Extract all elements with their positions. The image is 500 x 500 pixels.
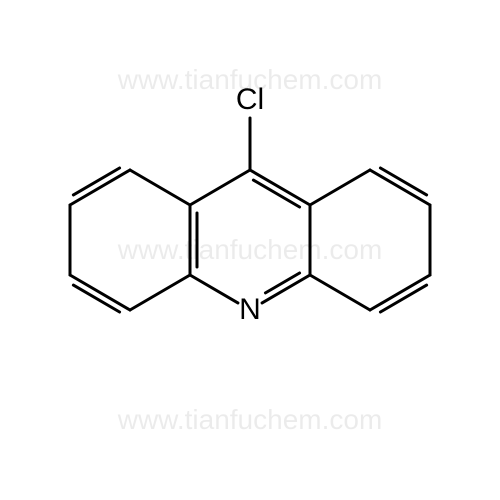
structure-canvas: ClNwww.tianfuchem.comwww.tianfuchem.comw…	[0, 0, 500, 500]
nitrogen-label: N	[239, 293, 261, 327]
watermark-text: www.tianfuchem.com	[118, 234, 383, 266]
watermark-text: www.tianfuchem.com	[118, 64, 383, 96]
watermark-text: www.tianfuchem.com	[118, 404, 383, 436]
